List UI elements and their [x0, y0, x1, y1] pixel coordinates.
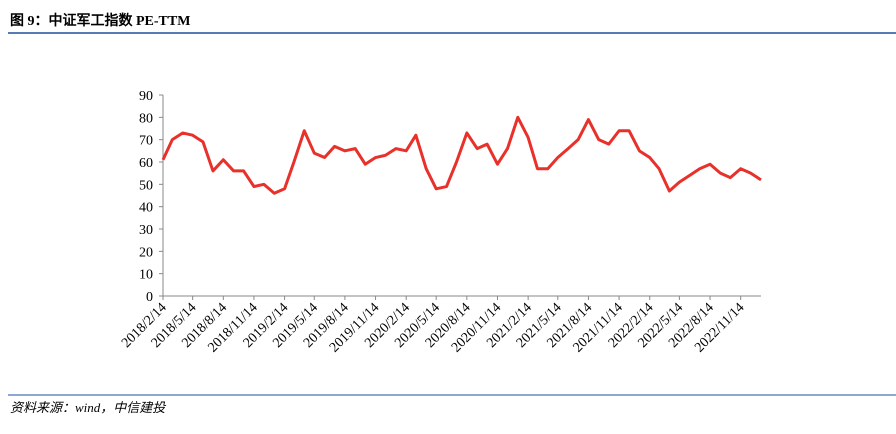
source: 资料来源：wind，中信建投	[10, 400, 166, 415]
y-tick-label: 0	[146, 290, 153, 305]
chart-title: 图 9：中证军工指数 PE-TTM	[10, 12, 190, 29]
y-tick-label: 80	[139, 111, 153, 126]
y-tick-label: 30	[139, 223, 153, 238]
y-tick-label: 50	[139, 178, 153, 193]
y-tick-label: 20	[139, 245, 153, 260]
line-series	[161, 115, 762, 195]
y-tick-label: 40	[139, 201, 153, 216]
y-tick-label: 90	[139, 89, 153, 104]
y-tick-label: 60	[139, 156, 153, 171]
y-tick-label: 70	[139, 134, 153, 149]
y-tick-label: 10	[139, 268, 153, 283]
